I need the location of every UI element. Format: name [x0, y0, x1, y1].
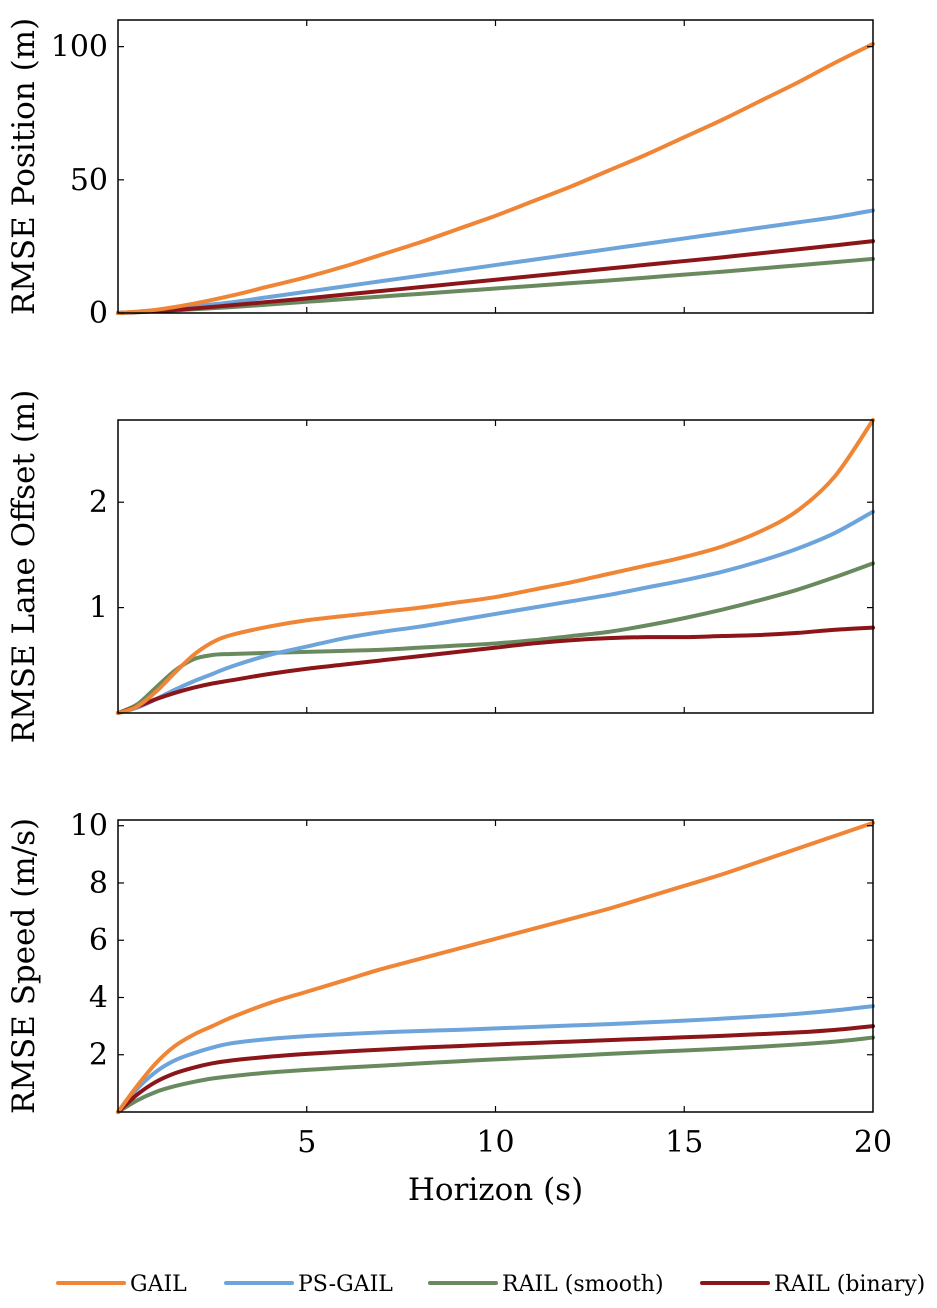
y-tick-label: 2	[89, 485, 108, 520]
y-tick-label: 4	[89, 980, 108, 1015]
chart-panel-position: 0 50 100 RMSE Position (m)	[6, 18, 875, 331]
y-axis-title: RMSE Lane Offset (m)	[6, 390, 42, 744]
plot-frame	[117, 419, 874, 714]
x-tick-label: 10	[476, 1125, 514, 1160]
series-line-ps-gail	[116, 1004, 875, 1114]
legend-label: PS-GAIL	[298, 1272, 393, 1297]
y-tick-label: 1	[89, 591, 108, 626]
series-line-rail-smooth	[116, 256, 875, 315]
x-tick-label: 20	[854, 1125, 892, 1160]
legend-label: RAIL (binary)	[774, 1272, 925, 1297]
x-tick-label: 15	[665, 1125, 703, 1160]
legend-item-ps-gail: PS-GAIL	[224, 1272, 393, 1297]
y-axis-title: RMSE Speed (m/s)	[6, 818, 42, 1114]
series-line-rail-smooth	[116, 1035, 875, 1114]
series-line-ps-gail	[116, 208, 875, 315]
legend-label: GAIL	[130, 1272, 187, 1297]
plot-frame	[117, 819, 874, 1113]
series-line-rail-binary	[116, 1024, 875, 1114]
series-line-gail	[116, 820, 875, 1114]
y-axis-title: RMSE Position (m)	[6, 18, 42, 315]
y-tick-label: 0	[89, 296, 108, 331]
y-tick-label: 50	[70, 163, 108, 198]
x-axis-title: Horizon (s)	[408, 1172, 583, 1208]
chart-panel-speed: 2 4 6 8 10 5 10 15 20 RMSE Speed (m/s) Horizon (s)	[6, 809, 892, 1208]
legend-item-gail: GAIL	[56, 1272, 187, 1297]
series-line-rail-smooth	[116, 561, 875, 715]
y-tick-label: 100	[51, 30, 108, 65]
y-tick-label: 10	[70, 809, 108, 844]
x-tick-label: 5	[297, 1125, 316, 1160]
y-tick-label: 8	[89, 866, 108, 901]
legend-label: RAIL (smooth)	[502, 1272, 664, 1297]
legend-item-rail-smooth: RAIL (smooth)	[428, 1272, 664, 1297]
legend-item-rail-binary: RAIL (binary)	[700, 1272, 925, 1297]
series-line-gail	[116, 41, 875, 315]
series-line-ps-gail	[116, 509, 875, 715]
y-tick-label: 2	[89, 1038, 108, 1073]
chart-panel-lane-offset: 1 2 RMSE Lane Offset (m)	[6, 390, 875, 744]
y-tick-label: 6	[89, 923, 108, 958]
series-line-rail-binary	[116, 625, 875, 715]
series-line-gail	[116, 418, 875, 715]
series-line-rail-binary	[116, 239, 875, 315]
legend: GAIL PS-GAIL RAIL (smooth) RAIL (binary)	[56, 1272, 925, 1297]
